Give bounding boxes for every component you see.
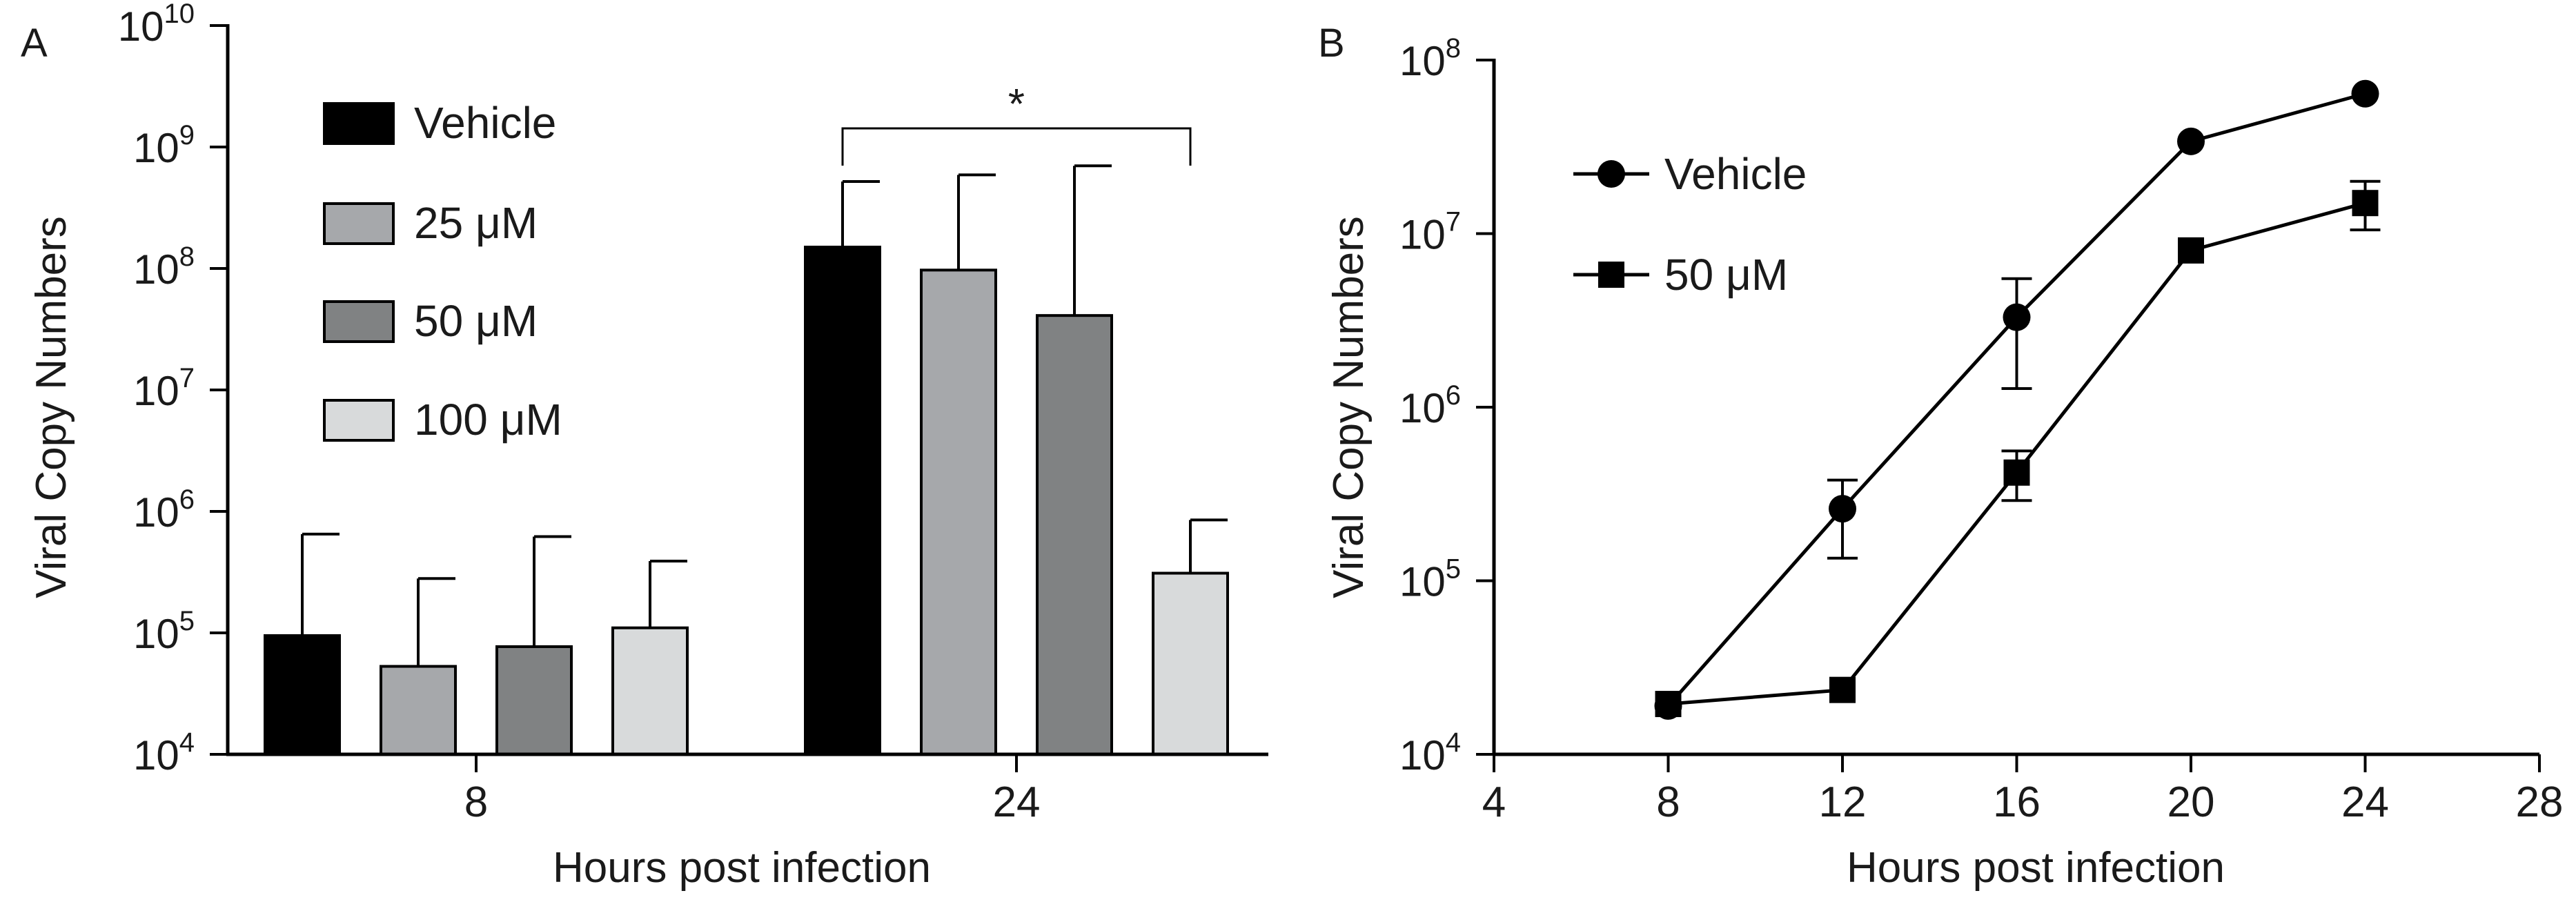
panel-a-y-tick-label-base: 10 [133,489,179,536]
panel-a-x-axis-label: Hours post infection [553,844,931,892]
panel-b-y-tick-label-exponent: 8 [1446,33,1461,63]
panel-b-y-tick-label-base: 10 [1399,732,1446,778]
legend-label-vehicle: Vehicle [1664,149,1807,199]
bar-25-m-24h [920,268,997,756]
panel-a-significance: * [841,81,1192,166]
panel-a-y-tick-label-exponent: 8 [179,242,195,272]
panel-b-y-tick-label-exponent: 6 [1446,380,1461,411]
panel-a-y-tick-label-exponent: 4 [179,727,195,758]
panel-b-x-tick-label: 16 [1993,778,2041,826]
series-50-m [1655,179,2381,718]
panel-b-x-tick-label: 8 [1656,778,1680,826]
panel-a-y-tick-label-exponent: 9 [179,120,195,150]
panel-b-y-tick-label-base: 10 [1399,559,1446,605]
panel-a-y-tick-label: 107 [133,363,195,414]
legend-label-50-m: 50 μM [1664,250,1788,300]
panel-a-axes [226,24,1268,756]
point-50-m [2003,459,2030,486]
point-vehicle [1829,495,1856,523]
bar-25-m-8h [380,665,457,756]
panel-b-series [1654,79,2381,720]
panel-b-x-ticks: 4 8 12 16 20 24 28 [1482,754,2564,826]
point-50-m [2352,190,2379,217]
panel-a-y-tick-label-base: 10 [133,611,179,657]
panel-b-x-tick-label: 4 [1482,778,1506,826]
legend-marker-50-m [1598,262,1624,288]
panel-b-x-axis-label: Hours post infection [1847,844,2225,892]
bar-vehicle-24h [804,246,881,756]
legend-label-50-m: 50 μM [414,296,538,346]
bar-100-m-24h [1152,571,1229,756]
panel-b-y-tick-label: 104 [1399,727,1461,778]
point-50-m [1655,691,1682,718]
panel-a-y-tick-label: 106 [133,484,195,536]
panel-b-y-tick-label-exponent: 4 [1446,727,1461,758]
panel-b-y-tick-label-exponent: 7 [1446,207,1461,237]
panel-b-y-tick-label-exponent: 5 [1446,554,1461,585]
panel-b-x-tick-label: 24 [2341,778,2389,826]
panel-a-y-tick-label-exponent: 5 [179,606,195,636]
panel-a-x-tick-label: 8 [464,778,488,826]
panel-a-label: A [21,21,48,66]
legend-label-vehicle: Vehicle [414,98,556,148]
panel-a-y-tick-label: 105 [133,606,195,657]
panel-a-y-axis-label: Viral Copy Numbers [28,216,75,598]
legend-label-25-m: 25 μM [414,198,538,248]
panel-a-bars [264,246,1229,756]
panel-b-legend: Vehicle 50 μM [1573,149,1807,300]
point-50-m [1829,676,1856,703]
point-vehicle [2177,127,2205,155]
panel-a-y-tick-label: 1010 [118,0,195,50]
significance-star: * [1008,81,1025,128]
panel-a-legend: Vehicle 25 μM 50 μM 100 μM [323,98,562,444]
panel-a-y-tick-label: 108 [133,242,195,293]
significance-bracket [841,127,1192,166]
panel-b-y-axis-label: Viral Copy Numbers [1325,216,1373,598]
legend-swatch-100-m [323,399,395,442]
panel-a-y-tick-label-exponent: 6 [179,484,195,515]
panel-a-y-tick-label-base: 10 [133,125,179,171]
point-vehicle [2351,79,2379,108]
point-50-m [2178,237,2204,264]
panel-a-y-tick-label-base: 10 [133,246,179,293]
panel-b-y-tick-label: 106 [1399,380,1461,431]
panel-a-y-tick-label-exponent: 7 [179,363,195,393]
panel-a-y-tick-label-base: 10 [118,3,164,50]
bar-100-m-8h [611,626,689,756]
panel-a-y-tick-label-base: 10 [133,732,179,778]
panel-a-y-tick-label: 109 [133,120,195,171]
legend-swatch-50-m [323,300,395,343]
panel-b-y-tick-label: 108 [1399,33,1461,84]
legend-label-100-m: 100 μM [414,395,562,444]
bar-50-m-24h [1036,314,1113,756]
legend-swatch-25-m [323,202,395,245]
legend-marker-vehicle [1597,160,1625,188]
panel-a-x-tick-label: 24 [993,778,1041,826]
panel-b-y-tick-label-base: 10 [1399,212,1446,258]
panel-b-y-tick-label-base: 10 [1399,38,1446,84]
panel-a-error-bars [301,164,1228,667]
panel-a-y-tick-label-exponent: 10 [164,0,195,29]
panel-b-x-tick-label: 20 [2167,778,2215,826]
panel-b-y-tick-label: 107 [1399,207,1461,258]
panel-a-x-ticks: 8 24 [464,754,1041,826]
panel-a-y-tick-label-base: 10 [133,368,179,414]
panel-b-x-tick-label: 12 [1819,778,1867,826]
legend-swatch-vehicle [323,102,395,145]
panel-b-label: B [1318,21,1345,66]
bar-vehicle-8h [264,634,341,756]
point-vehicle [2003,303,2031,331]
panel-b-x-tick-label: 28 [2516,778,2564,826]
panel-a-y-tick-label: 104 [133,727,195,778]
bar-50-m-8h [495,645,573,756]
panel-b-y-tick-label-base: 10 [1399,385,1446,431]
panel-b-y-tick-label: 105 [1399,554,1461,605]
